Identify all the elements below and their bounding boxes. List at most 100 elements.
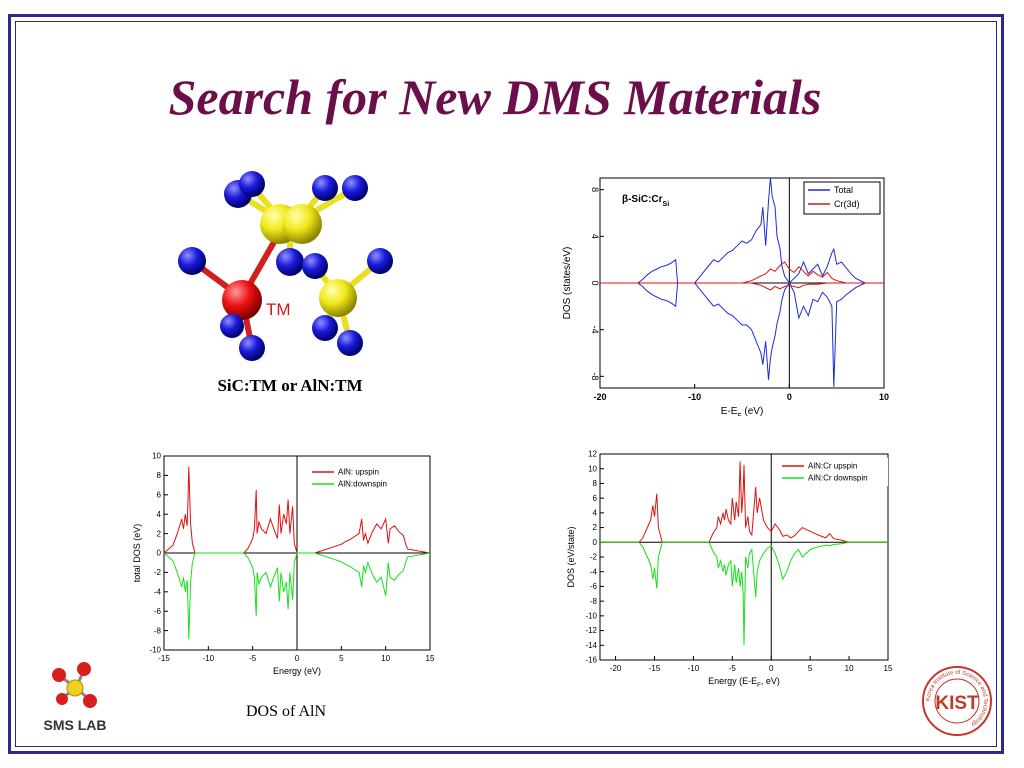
c-atom-6 (276, 248, 304, 276)
logo-atom-red-4 (56, 693, 68, 705)
tm-label: TM (266, 300, 291, 319)
si-atom-3 (319, 279, 357, 317)
y-tick-label: 10 (588, 464, 597, 473)
kist-text: KIST (935, 693, 979, 714)
y-tick-label: -8 (590, 597, 598, 606)
y-tick-label: 12 (588, 450, 597, 459)
logo-atom-red-2 (52, 668, 66, 682)
y-axis-label: DOS (eV/state) (566, 526, 576, 587)
logo-atom-red-3 (83, 694, 97, 708)
y-tick-label: -6 (154, 607, 162, 616)
y-tick-label: -10 (149, 646, 161, 655)
y-axis-label: total DOS (eV) (132, 524, 142, 583)
series-line-1 (600, 541, 888, 646)
x-tick-label: -10 (203, 654, 215, 663)
c-atom-9 (220, 314, 244, 338)
x-tick-label: -15 (158, 654, 170, 663)
logo-atom-red-1 (77, 662, 91, 676)
x-axis-label: Energy (E-EF, eV) (708, 676, 780, 689)
x-tick-label: 0 (787, 392, 792, 402)
y-tick-label: 8 (590, 187, 600, 192)
y-tick-label: 2 (593, 523, 598, 532)
x-tick-label: 10 (381, 654, 390, 663)
legend-label: AlN: upspin (338, 468, 379, 477)
logo-atom-yellow (66, 679, 84, 697)
y-tick-label: 6 (157, 490, 162, 499)
y-tick-label: 0 (157, 549, 162, 558)
molecule-diagram: TM (178, 171, 393, 361)
dos-aln-caption: DOS of AlN (245, 703, 326, 720)
legend-label: Total (834, 185, 853, 195)
y-tick-label: 8 (157, 471, 162, 480)
series-line-3 (600, 282, 884, 291)
x-tick-label: 15 (884, 664, 893, 673)
legend-label: AlN:Cr downspin (808, 474, 868, 483)
chart-aln-cr-dos: -20 -15 -10 -5 0 5 10 15 12 10 8 6 4 2 0 -2 -4 -6 -8 -10 -12… (566, 450, 893, 689)
sms-lab-logo: SMS LAB (44, 662, 107, 733)
c-atom-3 (312, 175, 338, 201)
slide-title: Search for New DMS Materials (168, 69, 822, 125)
x-tick-label: 15 (426, 654, 435, 663)
y-tick-label: -10 (585, 612, 597, 621)
legend-box (308, 464, 398, 492)
y-tick-label: 8 (593, 479, 598, 488)
y-tick-label: -6 (590, 582, 598, 591)
y-tick-label: 10 (152, 452, 161, 461)
x-tick-label: -15 (649, 664, 661, 673)
x-tick-label: -5 (249, 654, 257, 663)
y-tick-label: -4 (590, 567, 598, 576)
x-tick-label: 0 (295, 654, 300, 663)
series-line-0 (618, 177, 875, 284)
y-tick-label: -16 (585, 656, 597, 665)
y-tick-label: -2 (590, 553, 598, 562)
x-axis-label: E-EF (eV) (721, 406, 764, 416)
x-tick-label: -10 (688, 392, 701, 402)
x-tick-label: -20 (610, 664, 622, 673)
legend-box (778, 458, 888, 486)
x-tick-label: -20 (593, 392, 606, 402)
y-tick-label: 0 (590, 280, 600, 285)
y-tick-label: -12 (585, 626, 597, 635)
chart-annotation: β-SiC:CrSi (622, 194, 669, 208)
tm-atom (222, 280, 262, 320)
c-atom-4 (342, 175, 368, 201)
y-tick-label: -2 (154, 568, 162, 577)
y-tick-label: 2 (157, 529, 162, 538)
y-tick-label: 4 (593, 509, 598, 518)
c-atom-2 (239, 171, 265, 197)
si-atom-2 (282, 204, 322, 244)
sms-lab-text: SMS LAB (44, 717, 107, 733)
y-tick-label: -8 (590, 372, 600, 380)
x-tick-label: 10 (879, 392, 889, 402)
chart-sic-cr: -20 -10 0 10 -8 -4 0 4 8 E-EF (eV) DOS (states/eV)… (562, 177, 889, 416)
molecule-caption: SiC:TM or AlN:TM (217, 376, 363, 395)
y-tick-label: 4 (590, 234, 600, 239)
kist-logo: Korea Institute of Science and Technolog… (922, 666, 992, 736)
series-line-2 (600, 261, 884, 284)
series-line-1 (163, 552, 431, 640)
legend-box (803, 181, 881, 215)
y-tick-label: -4 (590, 326, 600, 334)
y-tick-label: -14 (585, 641, 597, 650)
x-axis-label: Energy (eV) (273, 666, 321, 676)
c-atom-11 (312, 315, 338, 341)
slide-inner-border (15, 21, 997, 747)
y-tick-label: 6 (593, 494, 598, 503)
series-line-1 (618, 282, 875, 387)
x-tick-label: 10 (845, 664, 854, 673)
series-line-0 (600, 461, 888, 543)
y-tick-label: 4 (157, 510, 162, 519)
legend-label: AlN:Cr upspin (808, 462, 857, 471)
c-atom-7 (302, 253, 328, 279)
c-atom-12 (337, 330, 363, 356)
c-atom-10 (239, 335, 265, 361)
x-tick-label: 5 (339, 654, 344, 663)
x-tick-label: -5 (729, 664, 737, 673)
slide-outer-border (8, 14, 1004, 754)
y-tick-label: 0 (593, 538, 598, 547)
c-atom-8 (367, 248, 393, 274)
y-tick-label: -8 (154, 626, 162, 635)
y-tick-label: -4 (154, 587, 162, 596)
y-axis-label: DOS (states/eV) (562, 247, 573, 320)
x-tick-label: 5 (808, 664, 813, 673)
